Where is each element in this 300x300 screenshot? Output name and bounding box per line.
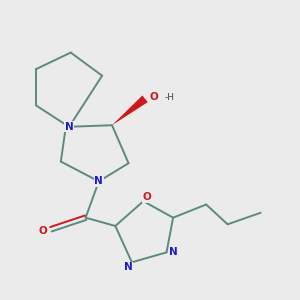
- Text: N: N: [169, 248, 178, 257]
- Text: -H: -H: [165, 93, 175, 102]
- Text: O: O: [38, 226, 47, 236]
- Text: O: O: [142, 192, 151, 202]
- Text: O: O: [150, 92, 159, 102]
- Text: N: N: [94, 176, 103, 186]
- Text: N: N: [124, 262, 133, 272]
- Text: N: N: [65, 122, 74, 132]
- Polygon shape: [112, 95, 148, 125]
